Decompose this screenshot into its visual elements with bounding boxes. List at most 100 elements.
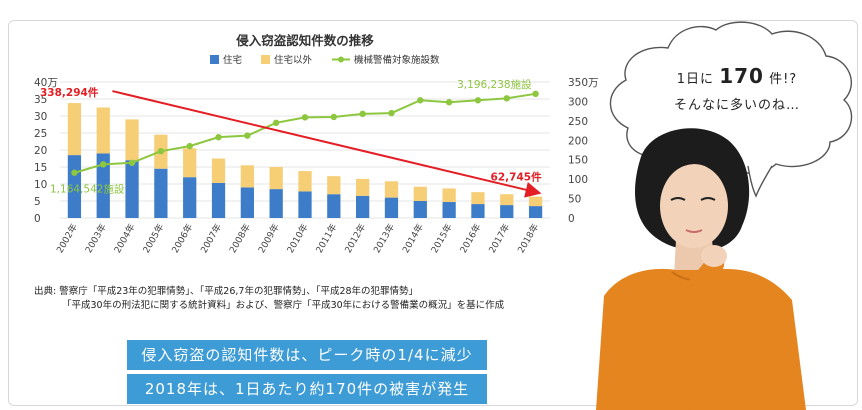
chart-line-series (71, 90, 539, 176)
x-tick-label: 2013年 (371, 222, 397, 256)
bar-housing (500, 205, 514, 218)
bubble-number: 170 (719, 64, 764, 88)
summary-banner-1: 侵入窃盗の認知件数は、ピーク時の1/4に減少 (127, 340, 487, 370)
facility-point (503, 95, 510, 102)
facility-point (532, 90, 539, 98)
y-left-tick-label: 40万 (34, 77, 58, 89)
facility-point (388, 109, 395, 117)
summary-banner-2: 2018年は、1日あたり約170件の被害が発生 (127, 374, 487, 404)
x-tick-label: 2017年 (486, 222, 512, 256)
facility-point (157, 147, 165, 155)
x-tick-label: 2014年 (400, 222, 426, 256)
bar-non-housing (413, 186, 427, 201)
burglary-chart: 侵入窃盗認知件数の推移 住宅 住宅以外 機械警備対象施設数 0 5 10 15 20 25 30… (34, 33, 599, 255)
y-right-tick-label: 300 (568, 96, 588, 108)
y-left-tick-label: 10 (34, 179, 47, 191)
bar-non-housing (471, 192, 485, 205)
x-tick-label: 2012年 (342, 222, 368, 256)
legend-line-marker (338, 56, 344, 63)
chart-annotations: 338,294件 62,745件 1,164,542施設 3,196,238施設 (40, 78, 543, 198)
facility-point (330, 113, 338, 121)
latest-count-label: 62,745件 (491, 171, 543, 184)
bar-housing (154, 168, 168, 218)
legend-swatch (210, 55, 219, 64)
bar-housing (356, 195, 370, 218)
x-tick-label: 2011年 (313, 222, 339, 256)
x-tick-label: 2018年 (515, 222, 541, 256)
x-tick-label: 2016年 (457, 222, 483, 256)
legend-label: 機械警備対象施設数 (354, 54, 440, 66)
x-tick-label: 2015年 (428, 222, 454, 256)
y-left-tick-label: 0 (34, 213, 41, 225)
y-left-tick-label: 20 (34, 145, 47, 157)
bar-non-housing (67, 103, 82, 156)
x-tick-label: 2008年 (227, 222, 253, 256)
legend-label: 住宅以外 (274, 54, 313, 66)
bar-non-housing (183, 148, 197, 178)
bar-housing (240, 187, 254, 218)
chart-legend: 住宅 住宅以外 機械警備対象施設数 (210, 54, 440, 66)
bar-non-housing (442, 188, 456, 203)
x-tick-label: 2007年 (198, 222, 224, 256)
bar-housing (528, 206, 543, 218)
facility-point (417, 97, 424, 104)
bar-housing (211, 182, 226, 218)
bar-non-housing (240, 165, 254, 188)
peak-count-label: 338,294件 (40, 86, 99, 99)
source-line-1: 出典: 警察庁「平成23年の犯罪情勢」、「平成26,7年の犯罪情勢」、「平成28… (34, 286, 419, 297)
x-tick-label: 2005年 (140, 222, 166, 256)
bar-housing (96, 153, 110, 218)
facility-point (272, 119, 280, 127)
facility-point (186, 142, 193, 150)
bubble-line-2: そんなに多いのね… (673, 98, 800, 113)
facility-point (474, 97, 482, 104)
bar-housing (413, 201, 427, 218)
bar-non-housing (125, 119, 139, 161)
facility-point (445, 99, 453, 106)
y-right-tick-label: 0 (568, 213, 575, 225)
x-tick-label: 2004年 (111, 222, 137, 256)
bar-non-housing (528, 196, 543, 207)
x-tick-label: 2003年 (82, 222, 108, 256)
source-line-2: 「平成30年の刑法犯に関する統計資料」および、警察庁「平成30年における警備業の… (62, 300, 505, 311)
chart-axes: 0 5 10 15 20 25 30 35 40万 0 50 100 150 200 250 300 350万 2… (34, 77, 599, 255)
legend-swatch (261, 55, 270, 64)
y-left-tick-label: 30 (34, 111, 47, 123)
y-right-tick-label: 200 (568, 135, 588, 147)
bubble-line-1: 1日に 170 件!? (637, 64, 837, 88)
bar-housing (442, 202, 456, 218)
bar-housing (384, 197, 399, 218)
y-left-tick-label: 5 (34, 196, 41, 208)
legend-label: 住宅 (223, 54, 242, 66)
facility-point (215, 133, 222, 141)
bar-non-housing (356, 178, 370, 196)
y-right-tick-label: 150 (568, 155, 588, 167)
bar-housing (298, 191, 312, 218)
bar-housing (125, 160, 139, 218)
bar-non-housing (327, 176, 341, 195)
bar-non-housing (269, 167, 283, 190)
bar-non-housing (96, 107, 110, 154)
facility-point (128, 159, 136, 167)
chart-title: 侵入窃盗認知件数の推移 (235, 33, 374, 48)
start-facilities-label: 1,164,542施設 (50, 183, 125, 196)
end-facilities-label: 3,196,238施設 (457, 78, 532, 91)
bubble-post: 件!? (769, 72, 798, 87)
bar-non-housing (211, 158, 226, 183)
y-right-tick-label: 250 (568, 116, 588, 128)
bar-housing (471, 204, 485, 218)
trend-arrow (112, 90, 542, 198)
x-tick-label: 2006年 (169, 222, 195, 256)
facility-point (359, 110, 366, 118)
facility-point (301, 114, 309, 121)
bar-housing (183, 177, 197, 218)
facility-point (71, 169, 78, 176)
bar-housing (327, 194, 341, 218)
bubble-pre: 1日に (676, 72, 715, 87)
chart-bars (67, 103, 543, 218)
bar-housing (269, 189, 283, 218)
bar-non-housing (298, 171, 312, 192)
y-left-tick-label: 35 (34, 94, 47, 106)
y-right-tick-label: 100 (568, 174, 588, 186)
y-right-tick-label: 50 (568, 194, 581, 206)
